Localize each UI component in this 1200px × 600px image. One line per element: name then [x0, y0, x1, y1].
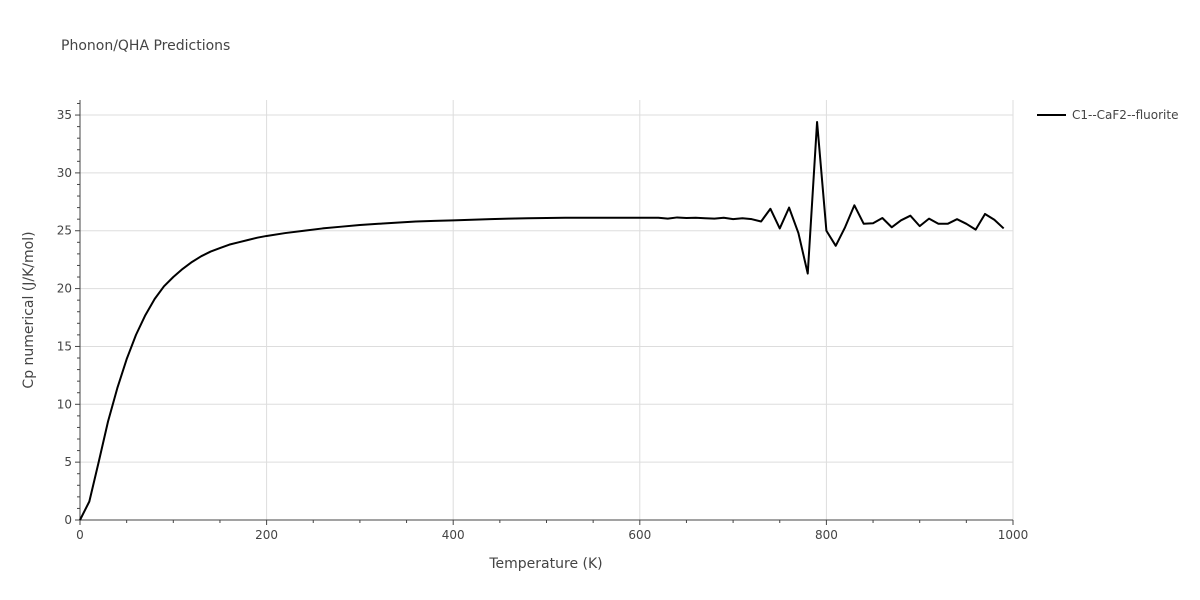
axes	[79, 100, 1013, 521]
x-tick-label: 1000	[998, 528, 1029, 542]
x-tick-label: 400	[442, 528, 465, 542]
chart-title: Phonon/QHA Predictions	[61, 38, 230, 54]
y-tick-label: 35	[57, 108, 72, 122]
legend[interactable]: C1--CaF2--fluorite	[1037, 108, 1178, 122]
y-tick-label: 20	[57, 282, 72, 296]
y-tick-label: 10	[57, 397, 72, 411]
x-tick-label: 0	[76, 528, 84, 542]
x-tick-label: 600	[628, 528, 651, 542]
x-tick-label: 200	[255, 528, 278, 542]
legend-label: C1--CaF2--fluorite	[1072, 108, 1178, 122]
y-tick-label: 30	[57, 166, 72, 180]
grid	[80, 100, 1014, 520]
x-axis-ticks: 0 200 400 600 800 1000	[76, 520, 1028, 542]
x-axis-title: Temperature (K)	[488, 556, 602, 572]
y-tick-label: 0	[64, 513, 72, 527]
x-tick-label: 800	[815, 528, 838, 542]
y-axis-ticks: 0 5 10 15 20 25 30 35	[57, 102, 80, 527]
series-layer	[79, 120, 1005, 521]
y-tick-label: 25	[57, 224, 72, 238]
series-line	[79, 120, 1005, 521]
y-tick-label: 15	[57, 339, 72, 353]
y-tick-label: 5	[64, 455, 72, 469]
y-axis-title: Cp numerical (J/K/mol)	[21, 231, 37, 388]
